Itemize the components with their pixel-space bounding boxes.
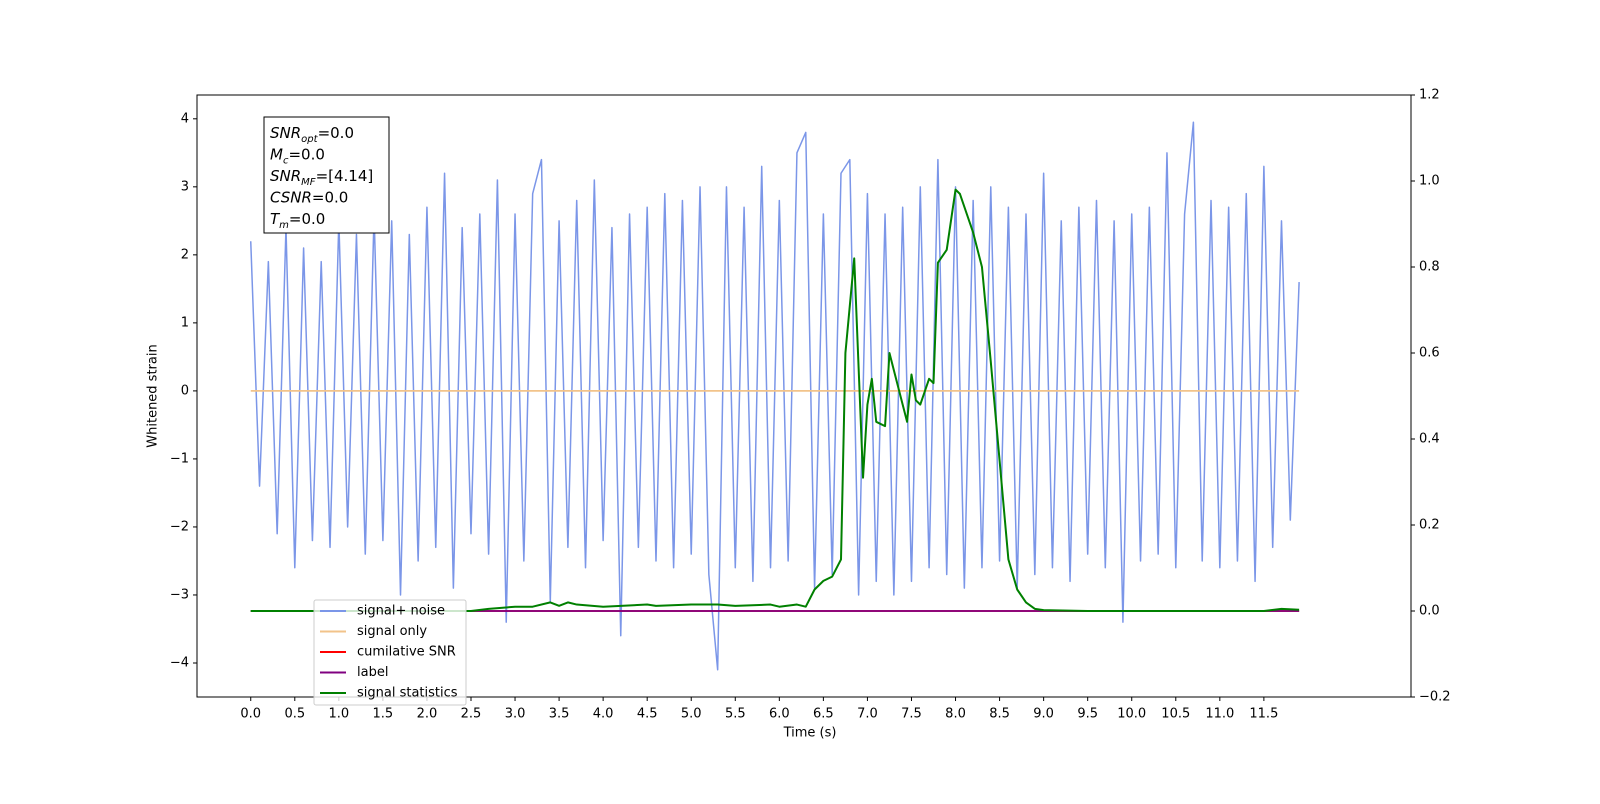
x-tick-label: 2.0 <box>417 707 438 722</box>
x-tick-label: 0.0 <box>240 707 261 722</box>
legend-label: signal+ noise <box>357 604 445 619</box>
annotation-line: SNRopt=0.0 <box>270 124 354 145</box>
x-axis-label: Time (s) <box>783 726 837 741</box>
y-tick-label: 2 <box>181 247 189 262</box>
x-tick-label: 7.5 <box>901 707 922 722</box>
x-tick-label: 8.0 <box>945 707 966 722</box>
annotation-value: =0.0 <box>288 146 324 164</box>
y2-tick-label: −0.2 <box>1419 690 1451 705</box>
annotation-line: CSNR=0.0 <box>270 189 348 207</box>
y-tick-label: 1 <box>181 315 189 330</box>
y2-tick-label: 0.4 <box>1419 432 1440 447</box>
x-tick-label: 8.5 <box>989 707 1010 722</box>
annotation-value: =0.0 <box>312 189 348 207</box>
x-tick-label: 10.5 <box>1161 707 1190 722</box>
x-tick-label: 2.5 <box>461 707 482 722</box>
y2-tick-label: 1.0 <box>1419 174 1440 189</box>
x-tick-label: 6.0 <box>769 707 790 722</box>
x-tick-label: 3.0 <box>505 707 526 722</box>
x-tick-label: 11.5 <box>1249 707 1278 722</box>
x-tick-label: 4.0 <box>593 707 614 722</box>
x-tick-label: 4.5 <box>637 707 658 722</box>
y-tick-label: 0 <box>181 383 189 398</box>
annotation-symbol: SNR <box>270 124 301 142</box>
y-tick-label: −2 <box>170 519 189 534</box>
x-tick-label: 7.0 <box>857 707 878 722</box>
annotation-symbol: T <box>270 210 281 228</box>
annotation-subscript: m <box>279 220 289 231</box>
x-tick-label: 1.5 <box>373 707 394 722</box>
annotation-value: =[4.14] <box>316 167 374 185</box>
x-tick-label: 6.5 <box>813 707 834 722</box>
x-tick-label: 9.0 <box>1033 707 1054 722</box>
legend-label: signal statistics <box>357 686 458 701</box>
y-tick-label: 3 <box>181 179 189 194</box>
annotation-subscript: c <box>283 156 289 167</box>
annotation-value: =0.0 <box>289 210 325 228</box>
annotation-symbol: CSNR <box>270 189 312 207</box>
x-tick-label: 5.5 <box>725 707 746 722</box>
legend: signal+ noise signal only cumilative SNR la… <box>313 599 467 706</box>
annotation-symbol: M <box>270 146 283 164</box>
legend-label: label <box>357 665 388 680</box>
legend-label: signal only <box>357 624 427 639</box>
legend-label: cumilative SNR <box>357 645 456 660</box>
series-line <box>250 188 1300 612</box>
y-tick-label: −4 <box>170 655 189 670</box>
x-tick-label: 5.0 <box>681 707 702 722</box>
annotation-line: SNRMF=[4.14] <box>270 167 373 188</box>
y2-tick-label: 0.2 <box>1419 518 1440 533</box>
x-tick-label: 3.5 <box>549 707 570 722</box>
annotation-symbol: SNR <box>270 167 301 185</box>
x-tick-label: 0.5 <box>284 707 305 722</box>
annotation-line: Tm=0.0 <box>270 210 325 231</box>
y2-tick-label: 0.8 <box>1419 260 1440 275</box>
plot-frame <box>196 94 1412 698</box>
annotation-value: =0.0 <box>318 124 354 142</box>
annotation-subscript: opt <box>301 134 318 145</box>
x-tick-label: 10.0 <box>1117 707 1146 722</box>
annotation-line: Mc=0.0 <box>270 146 325 167</box>
legend-box <box>313 599 467 706</box>
x-tick-label: 11.0 <box>1205 707 1234 722</box>
y-tick-label: −1 <box>170 451 189 466</box>
y2-tick-label: 1.2 <box>1419 88 1440 103</box>
annotation-box <box>263 116 390 234</box>
y2-tick-label: 0.6 <box>1419 346 1440 361</box>
y-axis-label: Whitened strain <box>146 344 161 447</box>
series-line <box>249 121 1300 671</box>
annotation-subscript: MF <box>301 177 316 188</box>
x-tick-label: 1.0 <box>328 707 349 722</box>
y2-tick-label: 0.0 <box>1419 604 1440 619</box>
y-tick-label: −3 <box>170 587 189 602</box>
y-tick-label: 4 <box>181 111 189 126</box>
x-tick-label: 9.5 <box>1077 707 1098 722</box>
